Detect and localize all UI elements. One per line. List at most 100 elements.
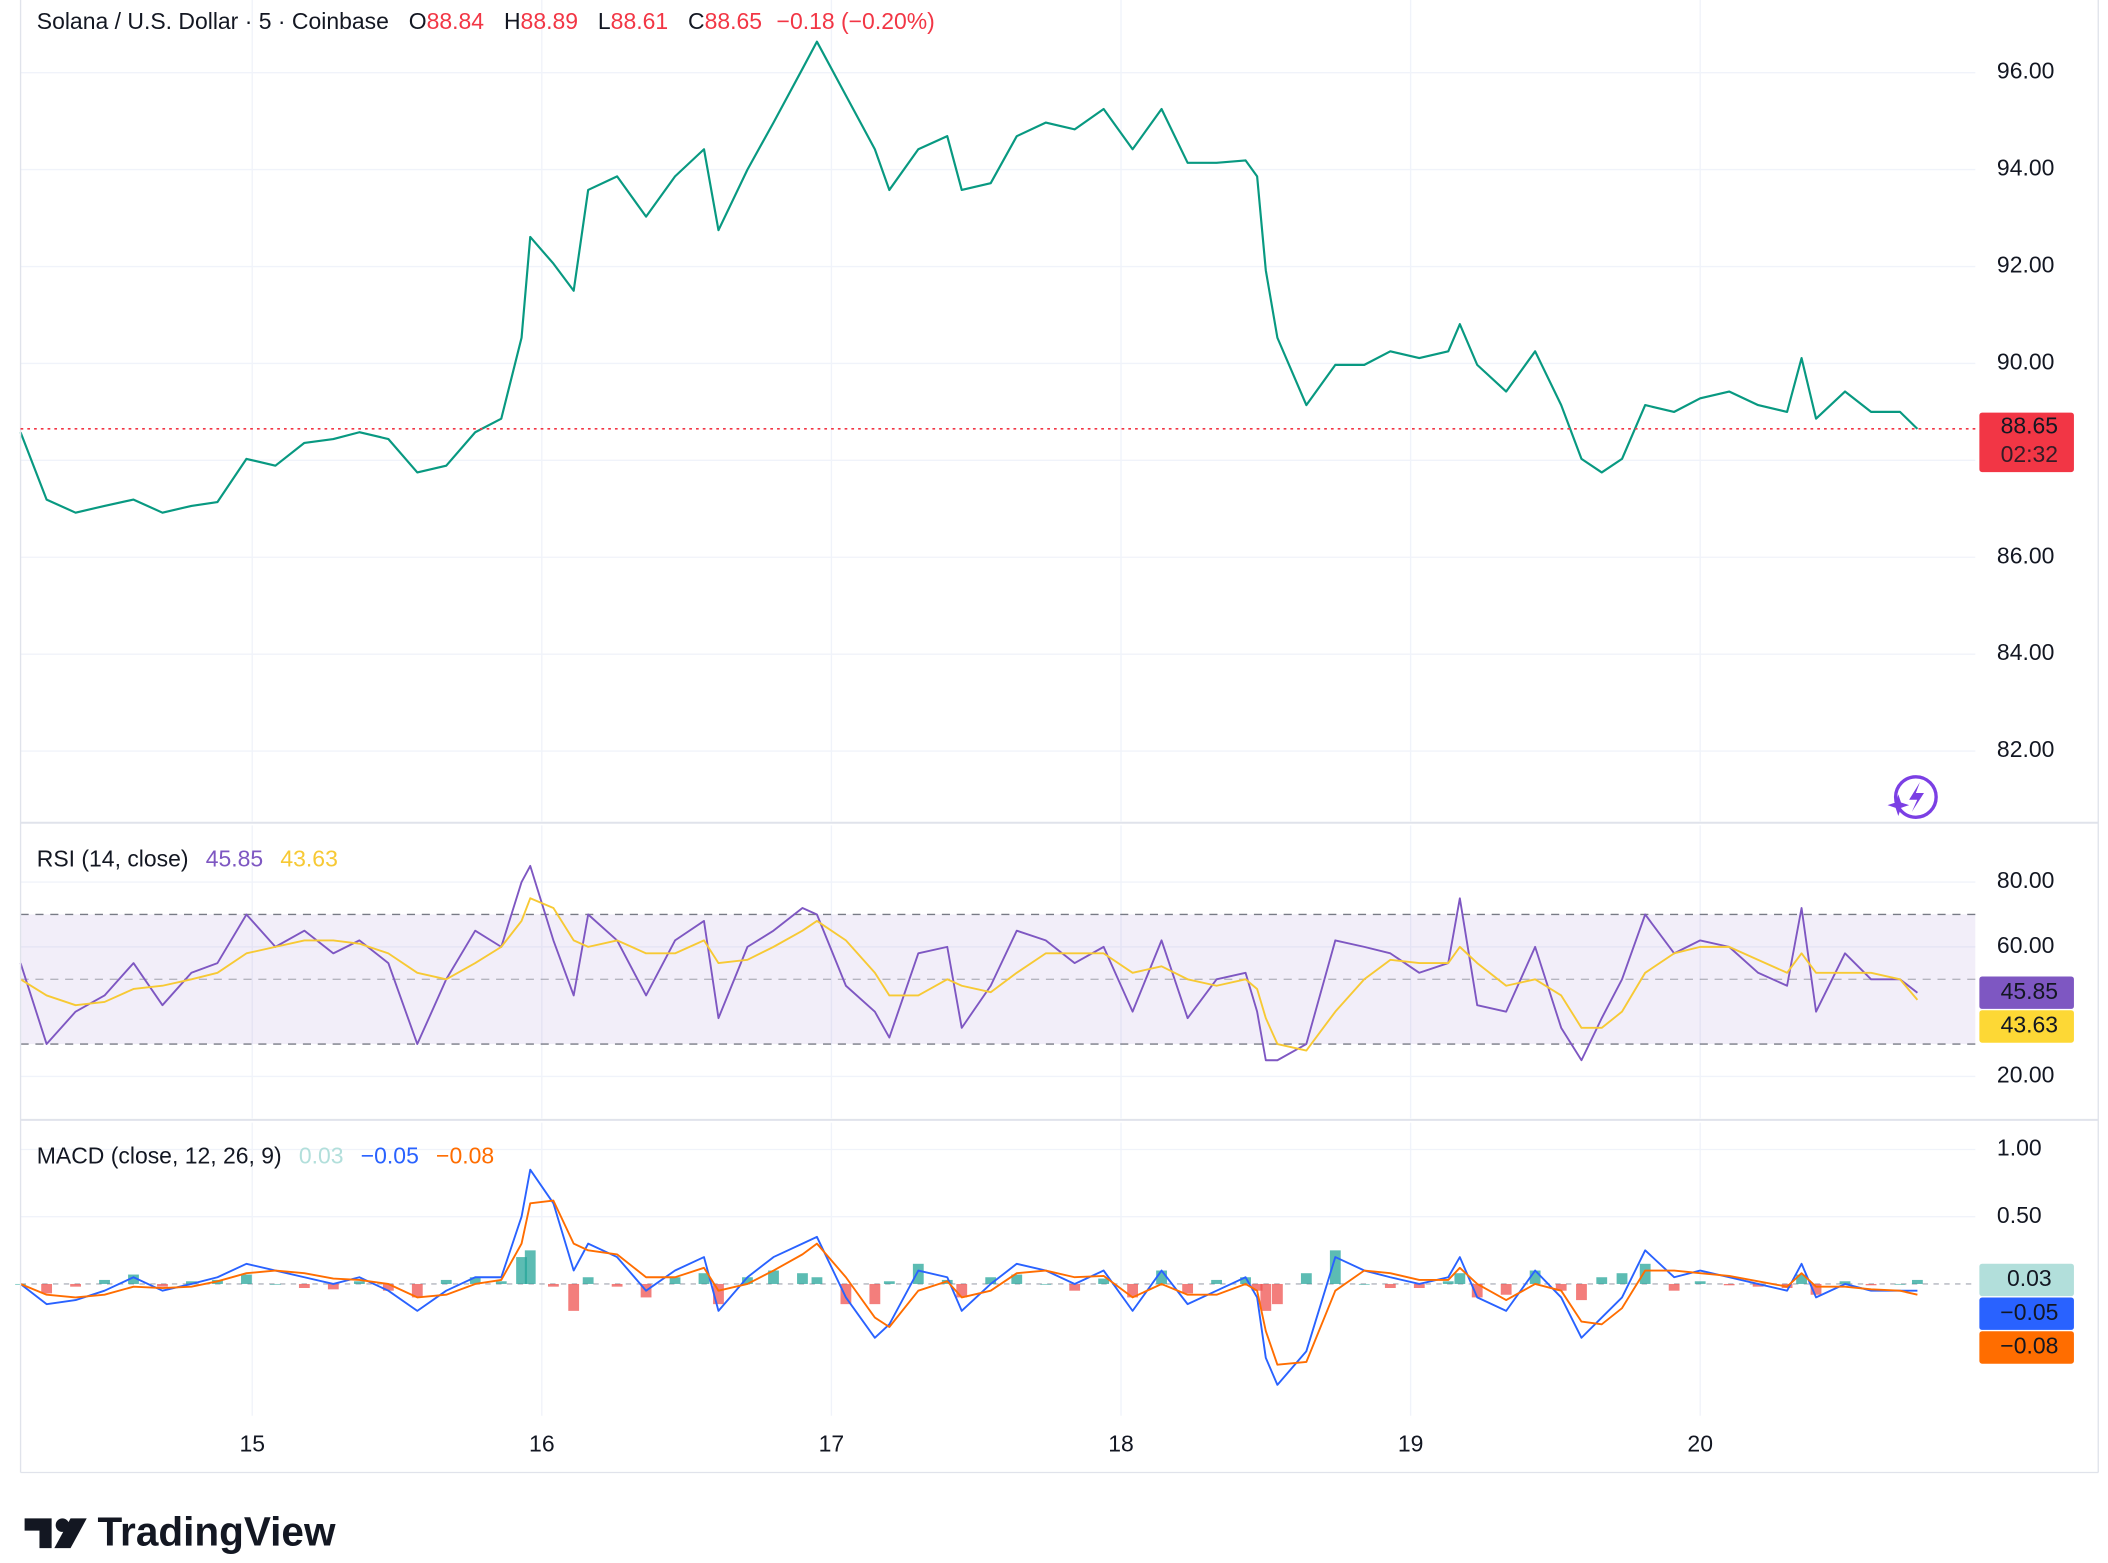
rsi-ma-value: 43.63 [280,846,337,872]
histogram-bar [883,1281,895,1284]
histogram-bar [811,1277,823,1284]
histogram-bar [1384,1283,1396,1289]
y-tick-label: 96.00 [1997,58,2054,84]
rsi-band [20,914,1976,1045]
price-line [19,40,1919,514]
histogram-bar [1796,1274,1807,1284]
histogram-bar [269,1283,281,1285]
histogram-bar [1894,1283,1906,1285]
histogram-value: 0.03 [299,1143,344,1169]
histogram-bar [1011,1274,1023,1284]
histogram-bar [353,1281,365,1284]
plot [15,40,1923,1386]
histogram-bar [768,1270,779,1284]
histogram-bar [840,1283,852,1305]
histogram-bar [1596,1277,1608,1284]
value-tag-label: 43.63 [2001,1012,2058,1038]
macd-legend: MACD (close, 12, 26, 9) 0.03 −0.05 −0.08 [37,1143,494,1169]
histogram-bar [41,1283,53,1294]
histogram-bar [698,1273,710,1284]
y-tick-label: 82.00 [1997,736,2054,762]
y-tick-label: 92.00 [1997,252,2054,278]
histogram-bar [70,1283,81,1287]
histogram-bar [548,1283,559,1287]
value-tag [1979,412,2074,473]
value-tag [1979,1297,2074,1330]
y-tick-label: 80.00 [1997,867,2054,893]
histogram-bar [1810,1283,1822,1295]
histogram-bar [298,1283,310,1289]
y-tick-label: 90.00 [1997,348,2054,374]
histogram-bar [327,1283,339,1290]
histogram-bar [524,1250,536,1284]
icon-spark [1887,794,1910,816]
histogram-bar [1300,1273,1312,1284]
labels: Solana / U.S. Dollar · 5 · Coinbase O88.… [20,8,2074,1554]
histogram-bar [742,1277,753,1284]
histogram-bar [1839,1281,1851,1284]
histogram-bar [1211,1279,1222,1284]
histogram-bar [1471,1283,1483,1298]
histogram-bar [1156,1270,1167,1284]
logo-mark [54,1518,87,1549]
x-tick-label: 17 [819,1431,845,1457]
value-tag-label: 45.85 [2001,978,2058,1004]
ohlc-letter: C [688,8,705,34]
brand-name: TradingView [98,1508,336,1554]
histogram-bar [1639,1263,1651,1284]
ohlc-value: 88.89 [521,8,578,34]
x-tick-label: 19 [1398,1431,1424,1457]
histogram-bar [1752,1283,1764,1287]
rsi-value: 45.85 [206,846,263,872]
indicator-line [20,1199,1918,1366]
brand-logo: TradingView [24,1508,336,1554]
histogram-bar [568,1283,580,1311]
histogram-bar [1500,1283,1512,1295]
grid [20,0,1976,1416]
countdown-label: 02:32 [2001,441,2058,467]
histogram-bar [797,1273,808,1284]
assistant-icon[interactable] [1887,775,1938,819]
histogram-bar [495,1281,507,1284]
y-tick-label: 94.00 [1997,155,2054,181]
histogram-bar [469,1277,481,1284]
histogram-bar [1576,1283,1587,1301]
macd-title: MACD (close, 12, 26, 9) [37,1143,282,1169]
value-tag-label: −0.08 [2000,1333,2058,1359]
histogram-bar [912,1263,924,1284]
histogram-bar [128,1274,139,1284]
histogram-bar [1040,1283,1052,1285]
y-tick-label: 86.00 [1997,542,2054,568]
x-tick-label: 15 [239,1431,265,1457]
y-tick-label: 60.00 [1997,932,2054,958]
ohlc-value: 88.65 [705,8,762,34]
histogram-bar [1442,1281,1454,1284]
histogram-bar [1668,1283,1680,1291]
histogram-bar [869,1283,881,1305]
price-change: −0.18 (−0.20%) [777,8,935,34]
x-tick-label: 20 [1687,1431,1713,1457]
value-tag-label: −0.05 [2000,1299,2058,1325]
rsi-title: RSI (14, close) [37,846,189,872]
ohlc-letter: H [504,8,521,34]
histogram-bar [516,1257,527,1284]
ohlc-letter: L [598,8,611,34]
histogram-bar [985,1277,997,1284]
histogram-bar [1098,1278,1110,1284]
signal-value: −0.08 [436,1143,494,1169]
ohlc-letter: O [409,8,427,34]
value-tag-label: 88.65 [2001,413,2058,439]
histogram-bar [611,1283,623,1287]
y-tick-label: 20.00 [1997,1062,2054,1088]
icon-bolt [1909,782,1924,812]
x-tick-label: 16 [529,1431,555,1457]
frame [19,0,2099,1474]
indicator-line [20,897,1919,1052]
histogram-bar [157,1283,168,1287]
value-tag [1979,1331,2074,1364]
histogram-bar [411,1283,423,1298]
histogram-bar [1358,1283,1370,1285]
histogram-bar [582,1277,594,1284]
